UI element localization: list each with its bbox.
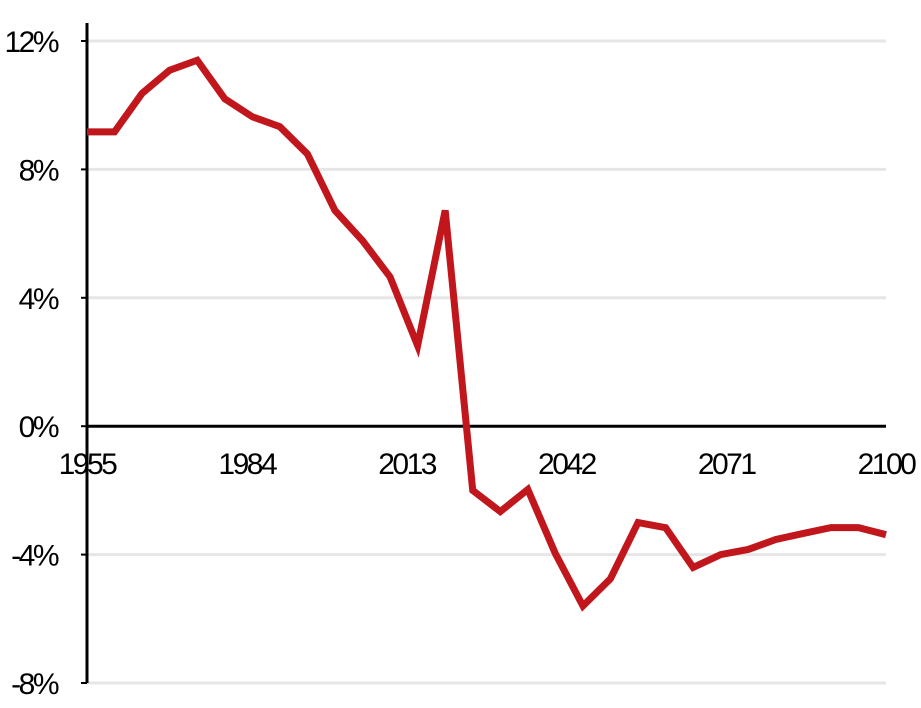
x-tick-label: 2071 bbox=[698, 448, 757, 481]
y-tick-label: 0% bbox=[19, 411, 59, 444]
line bbox=[87, 56, 887, 612]
y-tick-label: 8% bbox=[19, 154, 59, 187]
x-tick-label: 2042 bbox=[538, 448, 597, 481]
x-tick-label: 2100 bbox=[858, 448, 917, 481]
x-tick-label: 1955 bbox=[59, 448, 118, 481]
y-tick-label: -8% bbox=[11, 668, 59, 701]
y-tick-label: 4% bbox=[19, 283, 59, 316]
x-tick-label: 1984 bbox=[218, 448, 277, 481]
y-tick-label: 12% bbox=[4, 26, 58, 59]
y-tick-label: -4% bbox=[11, 540, 59, 573]
x-tick-label: 2013 bbox=[378, 448, 437, 481]
